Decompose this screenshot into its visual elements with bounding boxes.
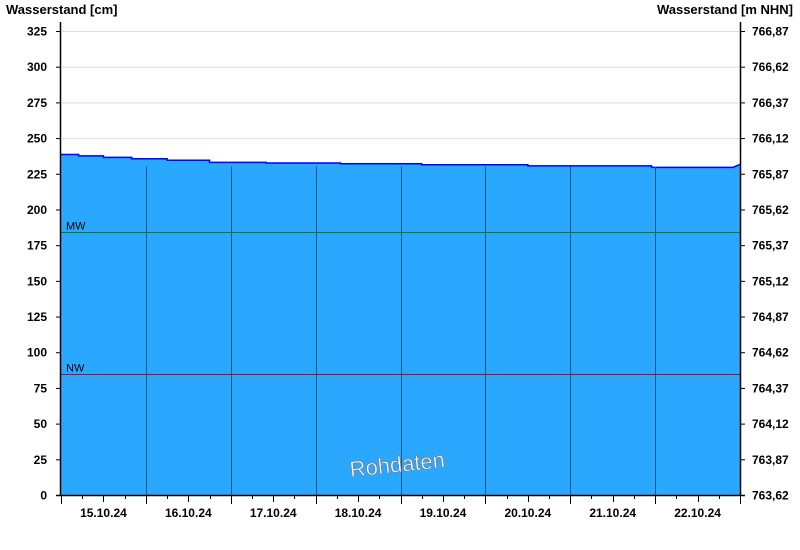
left-tick-label: 100 (27, 346, 47, 360)
left-tick-label: 175 (27, 239, 47, 253)
x-tick-label: 20.10.24 (504, 506, 551, 520)
left-tick-label: 25 (34, 453, 48, 467)
water-level-line (61, 153, 741, 169)
left-axis-title: Wasserstand [cm] (6, 2, 118, 17)
left-tick-label: 75 (34, 381, 48, 395)
x-tick-label: 15.10.24 (80, 506, 127, 520)
left-tick-label: 150 (27, 274, 47, 288)
x-tick-label: 16.10.24 (165, 506, 212, 520)
water-level-area (61, 154, 740, 495)
x-tick-label: 18.10.24 (335, 506, 382, 520)
x-tick-label: 22.10.24 (674, 506, 721, 520)
reference-label-nw: NW (66, 363, 85, 375)
right-tick-label: 763,62 (752, 489, 789, 503)
left-tick-label: 125 (27, 310, 47, 324)
right-tick-label: 764,12 (752, 417, 789, 431)
x-tick-label: 19.10.24 (420, 506, 467, 520)
left-tick-label: 325 (27, 25, 47, 39)
left-tick-label: 0 (40, 489, 47, 503)
left-tick-label: 50 (34, 417, 48, 431)
right-tick-label: 766,87 (752, 25, 789, 39)
left-tick-label: 225 (27, 167, 47, 181)
reference-label-mw: MW (66, 221, 86, 233)
right-tick-label: 765,12 (752, 274, 789, 288)
right-axis-title: Wasserstand [m NHN] (657, 2, 793, 17)
x-tick-label: 17.10.24 (250, 506, 297, 520)
right-tick-label: 765,37 (752, 239, 789, 253)
left-tick-label: 275 (27, 96, 47, 110)
left-tick-label: 300 (27, 60, 47, 74)
right-tick-label: 765,87 (752, 167, 789, 181)
right-tick-label: 763,87 (752, 453, 789, 467)
left-tick-label: 200 (27, 203, 47, 217)
right-tick-label: 765,62 (752, 203, 789, 217)
right-tick-label: 764,62 (752, 346, 789, 360)
left-tick-label: 250 (27, 132, 47, 146)
x-tick-label: 21.10.24 (589, 506, 636, 520)
right-tick-label: 764,37 (752, 381, 789, 395)
right-tick-label: 764,87 (752, 310, 789, 324)
right-tick-label: 766,37 (752, 96, 789, 110)
right-tick-label: 766,62 (752, 60, 789, 74)
right-tick-label: 766,12 (752, 132, 789, 146)
